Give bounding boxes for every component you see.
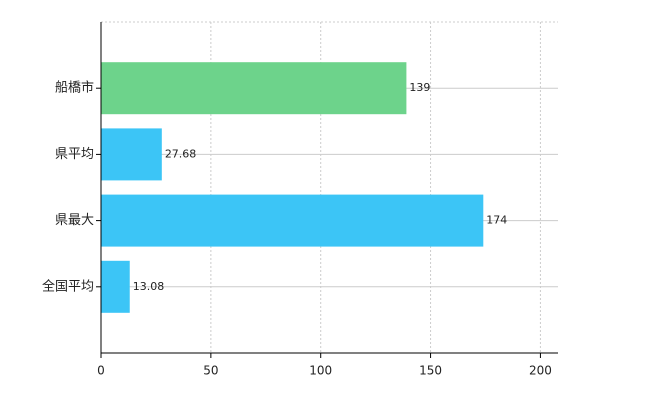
y-tick-label: 県最大 <box>55 213 94 228</box>
x-tick-label: 200 <box>529 364 552 378</box>
data-label: 27.68 <box>165 147 197 160</box>
x-tick-label: 0 <box>97 364 105 378</box>
bar <box>101 260 130 313</box>
y-tick-label: 船橋市 <box>55 80 94 96</box>
bar <box>101 62 407 115</box>
x-tick-label: 50 <box>203 364 218 378</box>
data-label: 13.08 <box>133 280 165 293</box>
bar <box>101 128 162 181</box>
data-label: 139 <box>409 81 430 94</box>
bar <box>101 194 484 247</box>
data-label: 174 <box>486 214 507 227</box>
x-tick-label: 150 <box>419 364 442 378</box>
y-tick-label: 全国平均 <box>42 278 94 294</box>
x-tick-label: 100 <box>309 364 332 378</box>
y-tick-label: 県平均 <box>55 147 94 162</box>
